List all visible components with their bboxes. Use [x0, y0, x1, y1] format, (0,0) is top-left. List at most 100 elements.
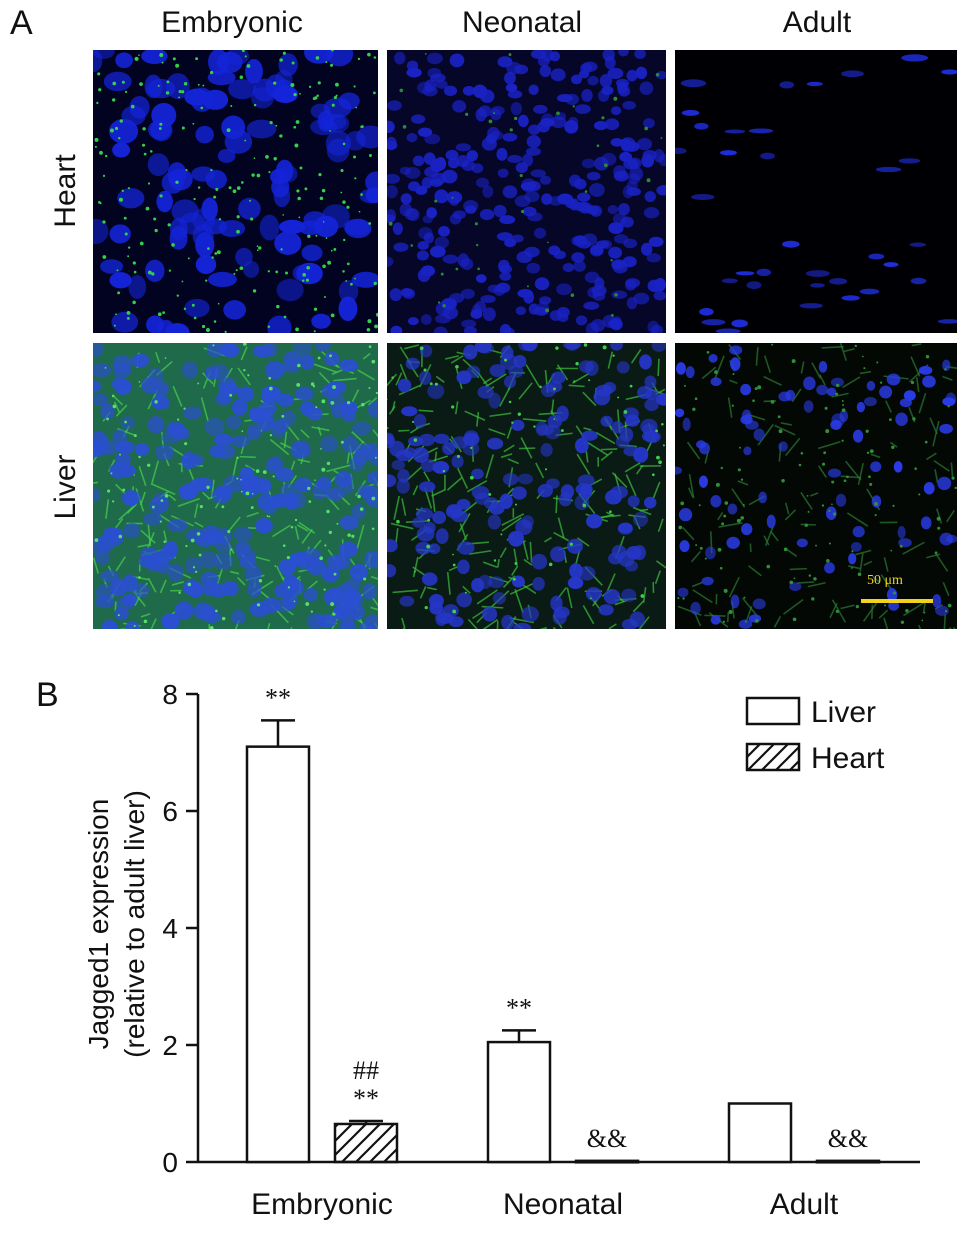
nucleus: [315, 343, 331, 352]
membrane-stain: [608, 623, 617, 629]
membrane-stain: [298, 521, 316, 534]
nucleus: [633, 446, 649, 463]
membrane-stain: [934, 469, 939, 483]
jagged1-signal: [737, 468, 741, 472]
nucleus: [738, 619, 753, 629]
nucleus: [448, 192, 460, 207]
nucleus: [497, 168, 509, 178]
nucleus: [100, 570, 119, 583]
jagged1-signal: [175, 180, 179, 184]
nucleus: [573, 260, 586, 272]
nucleus: [646, 253, 661, 263]
nucleus: [329, 587, 346, 603]
jagged1-signal: [456, 454, 461, 458]
nucleus: [427, 383, 445, 399]
nucleus: [93, 393, 109, 406]
jagged1-signal: [317, 356, 321, 360]
nucleus: [515, 519, 533, 535]
nucleus: [720, 150, 737, 156]
membrane-stain: [568, 384, 585, 388]
nucleus: [506, 61, 522, 75]
nucleus: [326, 554, 347, 570]
nucleus: [482, 185, 494, 198]
membrane-stain: [147, 577, 157, 593]
nucleus: [482, 307, 496, 322]
nucleus: [578, 565, 596, 581]
nucleus: [288, 490, 307, 509]
jagged1-signal: [469, 475, 474, 480]
jagged1-signal: [122, 488, 126, 492]
jagged1-signal: [126, 311, 131, 315]
nucleus: [463, 326, 477, 333]
jagged1-signal: [178, 96, 181, 99]
membrane-stain: [290, 460, 296, 471]
membrane-stain: [910, 356, 921, 377]
nucleus: [219, 382, 239, 396]
nucleus: [109, 529, 124, 546]
jagged1-signal: [361, 402, 365, 407]
nucleus: [160, 613, 180, 629]
jagged1-signal: [724, 501, 729, 505]
membrane-stain: [763, 375, 782, 386]
jagged1-signal: [359, 507, 364, 511]
membrane-stain: [357, 369, 375, 381]
jagged1-signal: [321, 467, 326, 472]
membrane-stain: [395, 372, 403, 386]
nucleus: [898, 158, 921, 164]
jagged1-signal: [545, 308, 550, 313]
nucleus: [607, 204, 619, 215]
nucleus: [679, 540, 690, 553]
membrane-stain: [482, 618, 498, 629]
jagged1-signal: [661, 422, 664, 426]
nucleus: [356, 125, 378, 149]
jagged1-signal: [954, 486, 957, 490]
membrane-stain: [296, 524, 309, 532]
membrane-stain: [855, 549, 872, 556]
nucleus: [524, 246, 540, 258]
jagged1-signal: [293, 600, 296, 603]
jagged1-signal: [165, 91, 170, 95]
nucleus: [632, 511, 649, 527]
membrane-stain: [757, 423, 774, 446]
membrane-stain: [462, 585, 471, 594]
nucleus: [611, 290, 628, 299]
nucleus: [184, 556, 202, 575]
jagged1-signal: [232, 189, 237, 194]
nucleus: [430, 158, 444, 173]
jagged1-signal: [918, 493, 921, 496]
nucleus: [390, 325, 403, 333]
nucleus: [591, 284, 607, 297]
jagged1-signal: [315, 406, 318, 409]
nucleus: [276, 278, 304, 302]
jagged1-signal: [175, 63, 180, 68]
nucleus: [752, 598, 766, 610]
nucleus: [610, 318, 623, 331]
jagged1-signal: [159, 53, 164, 58]
membrane-stain: [522, 418, 547, 422]
nucleus: [464, 205, 477, 214]
jagged1-signal: [121, 80, 125, 84]
membrane-stain: [863, 560, 873, 566]
jagged1-signal: [183, 81, 188, 86]
nucleus: [292, 264, 312, 282]
membrane-stain: [412, 556, 419, 578]
jagged1-signal: [240, 478, 242, 481]
membrane-stain: [870, 453, 881, 459]
nucleus: [397, 378, 412, 393]
jagged1-signal: [743, 596, 746, 599]
nucleus: [616, 361, 630, 374]
jagged1-signal: [328, 530, 332, 535]
jagged1-signal: [413, 438, 418, 442]
membrane-stain: [236, 576, 246, 586]
jagged1-signal: [333, 572, 337, 576]
jagged1-signal: [320, 448, 322, 450]
nucleus: [556, 94, 573, 103]
nucleus: [677, 587, 689, 598]
membrane-stain: [392, 589, 418, 594]
jagged1-signal: [488, 492, 492, 496]
jagged1-signal: [166, 80, 170, 84]
jagged1-signal: [333, 95, 337, 100]
jagged1-signal: [297, 196, 301, 201]
nucleus: [653, 291, 666, 301]
membrane-stain: [749, 543, 752, 553]
